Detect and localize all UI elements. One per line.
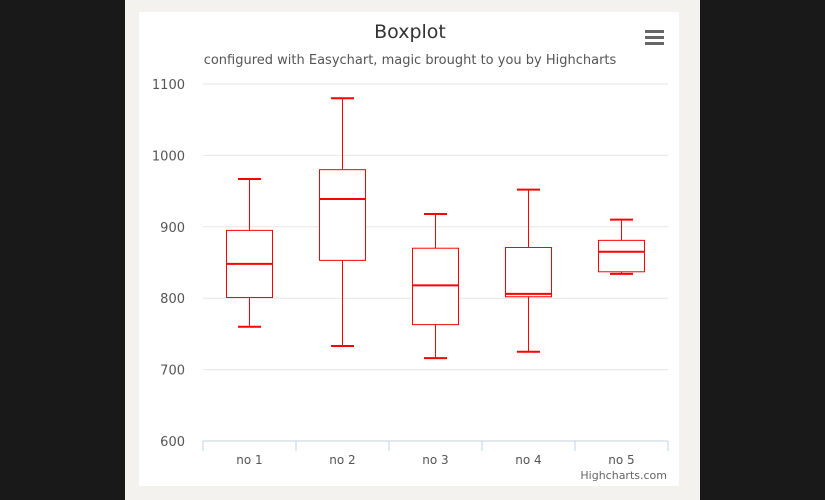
y-tick-label: 1000: [152, 149, 185, 164]
y-axis-ticks: 600 700 800 900 1000 1100: [152, 78, 185, 450]
box-4: [505, 188, 552, 353]
box-body: [598, 239, 645, 273]
box-body: [412, 247, 459, 326]
box-5: [598, 218, 645, 275]
box-3: [412, 212, 459, 360]
box-1: [226, 177, 273, 328]
box-body: [319, 169, 366, 261]
box-body: [505, 247, 552, 298]
right-dark-margin: [700, 0, 825, 500]
box-2: [319, 97, 366, 348]
y-tick-label: 800: [160, 292, 185, 307]
left-dark-margin: [0, 0, 125, 500]
y-tick-label: 1100: [152, 78, 185, 93]
y-tick-label: 900: [160, 221, 185, 236]
x-axis: no 1 no 2 no 3 no 4 no 5: [202, 440, 669, 467]
x-tick-label: no 4: [515, 453, 541, 467]
x-tick-label: no 1: [236, 453, 262, 467]
x-tick-label: no 5: [608, 453, 634, 467]
hamburger-menu-icon[interactable]: [642, 28, 666, 48]
x-tick-label: no 2: [329, 453, 355, 467]
credits-link[interactable]: Highcharts.com: [580, 469, 667, 482]
x-tick-label: no 3: [422, 453, 448, 467]
chart-title: Boxplot: [374, 21, 446, 43]
y-tick-label: 600: [160, 435, 185, 450]
box-series: [226, 97, 645, 360]
y-tick-label: 700: [160, 364, 185, 379]
chart-subtitle: configured with Easychart, magic brought…: [204, 53, 617, 68]
